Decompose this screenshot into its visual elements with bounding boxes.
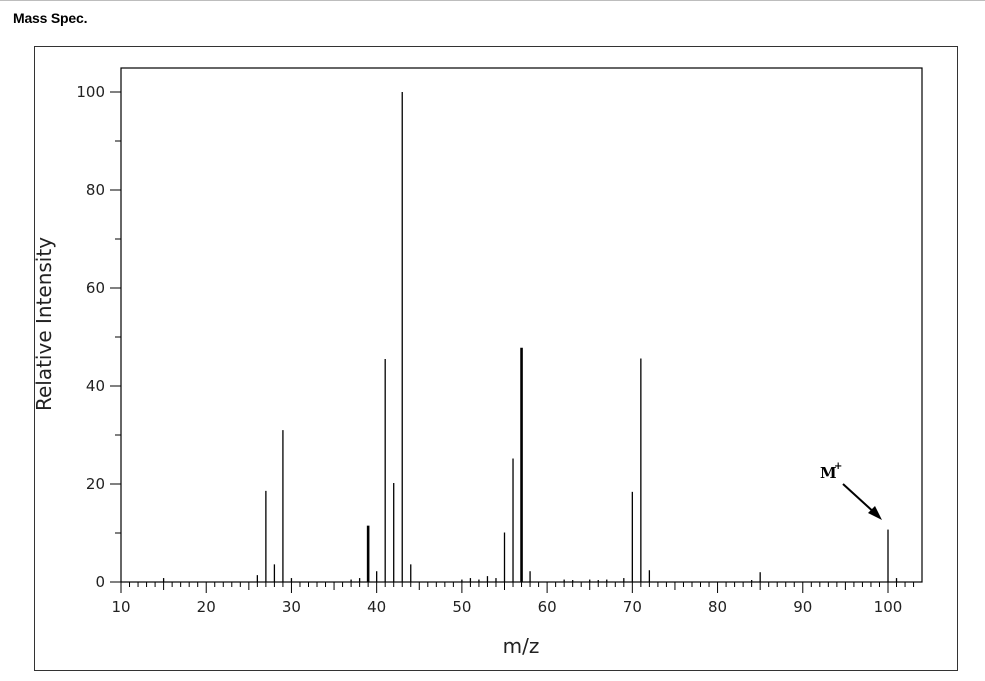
- y-tick-label: 100: [76, 83, 105, 101]
- x-axis-title: m/z: [503, 634, 540, 658]
- y-axis: 0 20 40 60 80 100: [76, 83, 121, 591]
- x-tick-label: 80: [708, 598, 727, 616]
- x-tick-label: 20: [197, 598, 216, 616]
- molecular-ion-annotation: M +: [820, 461, 882, 520]
- x-tick-label: 60: [538, 598, 557, 616]
- x-tick-label: 100: [874, 598, 903, 616]
- section-title: Mass Spec.: [13, 10, 88, 26]
- x-tick-label: 70: [623, 598, 642, 616]
- y-tick-label: 40: [86, 377, 105, 395]
- y-tick-label: 0: [95, 573, 105, 591]
- y-tick-label: 60: [86, 279, 105, 297]
- mass-spectrum-chart: 10 20 30 40 50 60 70 80 90 100 0 20 40 60 80 100 m/z R…: [35, 67, 923, 658]
- x-tick-label: 30: [282, 598, 301, 616]
- y-tick-label: 80: [86, 181, 105, 199]
- x-tick-label: 40: [367, 598, 386, 616]
- x-axis: 10 20 30 40 50 60 70 80 90 100: [111, 582, 915, 616]
- figure-frame: 10 20 30 40 50 60 70 80 90 100 0 20 40 60 80 100 m/z R…: [34, 46, 958, 671]
- molecular-ion-label: M: [820, 464, 837, 482]
- x-tick-label: 90: [793, 598, 812, 616]
- y-axis-title: Relative Intensity: [35, 237, 56, 411]
- x-tick-label: 50: [452, 598, 471, 616]
- y-tick-label: 20: [86, 475, 105, 493]
- molecular-ion-superscript: +: [834, 461, 842, 472]
- spectrum-peaks: [162, 92, 898, 582]
- arrowhead-icon: [868, 506, 882, 520]
- top-divider: [0, 0, 985, 1]
- x-tick-label: 10: [111, 598, 130, 616]
